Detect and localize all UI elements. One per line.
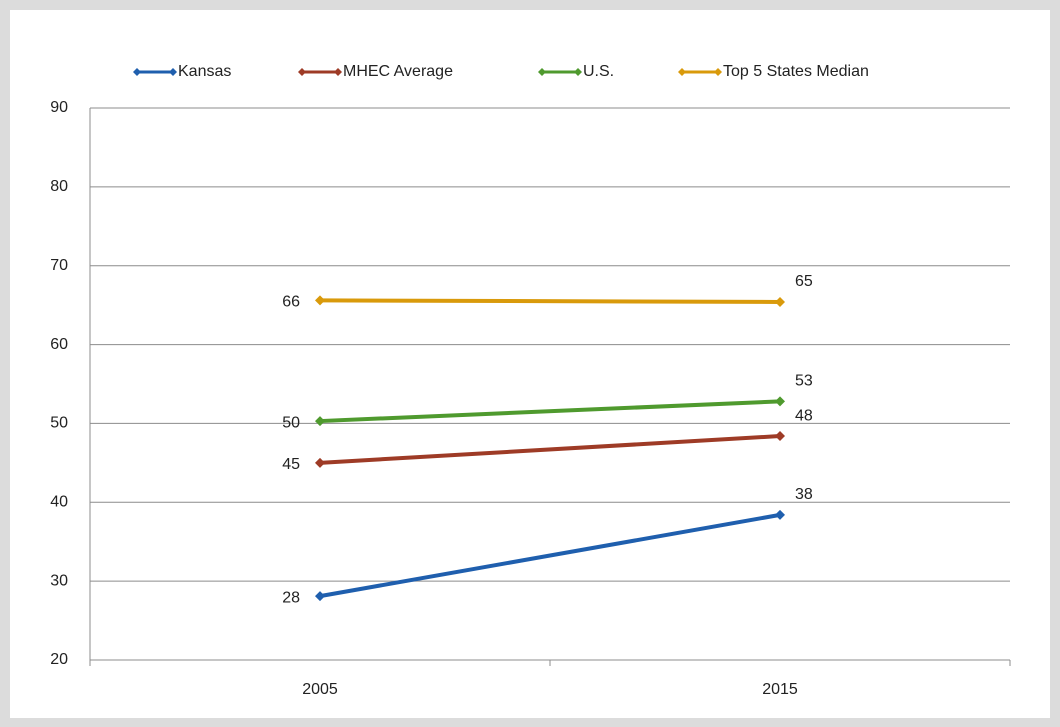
series-line: [319, 298, 781, 304]
legend-marker: [133, 68, 177, 76]
value-label: 48: [795, 407, 813, 424]
y-tick-label: 60: [50, 336, 68, 353]
legend-marker: [298, 68, 342, 76]
series-line: [319, 434, 781, 465]
point-marker: [775, 396, 785, 407]
point-marker: [775, 509, 785, 520]
value-label: 45: [282, 456, 300, 473]
legend-label: Kansas: [178, 63, 231, 80]
series-line: [319, 399, 781, 424]
point-marker: [775, 296, 785, 307]
panel: [10, 10, 1050, 718]
point-marker: [315, 591, 325, 602]
y-tick-label: 80: [50, 178, 68, 195]
value-label: 65: [795, 273, 813, 290]
value-label: 53: [795, 373, 813, 390]
y-tick-label: 50: [50, 415, 68, 432]
x-tick-label: 2015: [762, 681, 798, 698]
value-label: 38: [795, 486, 813, 503]
y-tick-label: 20: [50, 651, 68, 668]
y-tick-label: 30: [50, 572, 68, 589]
y-tick-label: 70: [50, 257, 68, 274]
point-marker: [315, 416, 325, 427]
y-tick-label: 90: [50, 99, 68, 116]
legend-label: U.S.: [583, 63, 614, 80]
point-marker: [775, 431, 785, 442]
value-label: 66: [282, 294, 300, 311]
series-line: [319, 512, 781, 599]
value-label: 50: [282, 414, 300, 431]
legend-label: MHEC Average: [343, 63, 453, 80]
value-label: 28: [282, 589, 300, 606]
y-tick-label: 40: [50, 494, 68, 511]
legend-label: Top 5 States Median: [723, 63, 869, 80]
legend-marker: [538, 68, 582, 76]
x-tick-label: 2005: [302, 681, 338, 698]
legend-marker: [678, 68, 722, 76]
point-marker: [315, 295, 325, 306]
point-marker: [315, 457, 325, 468]
